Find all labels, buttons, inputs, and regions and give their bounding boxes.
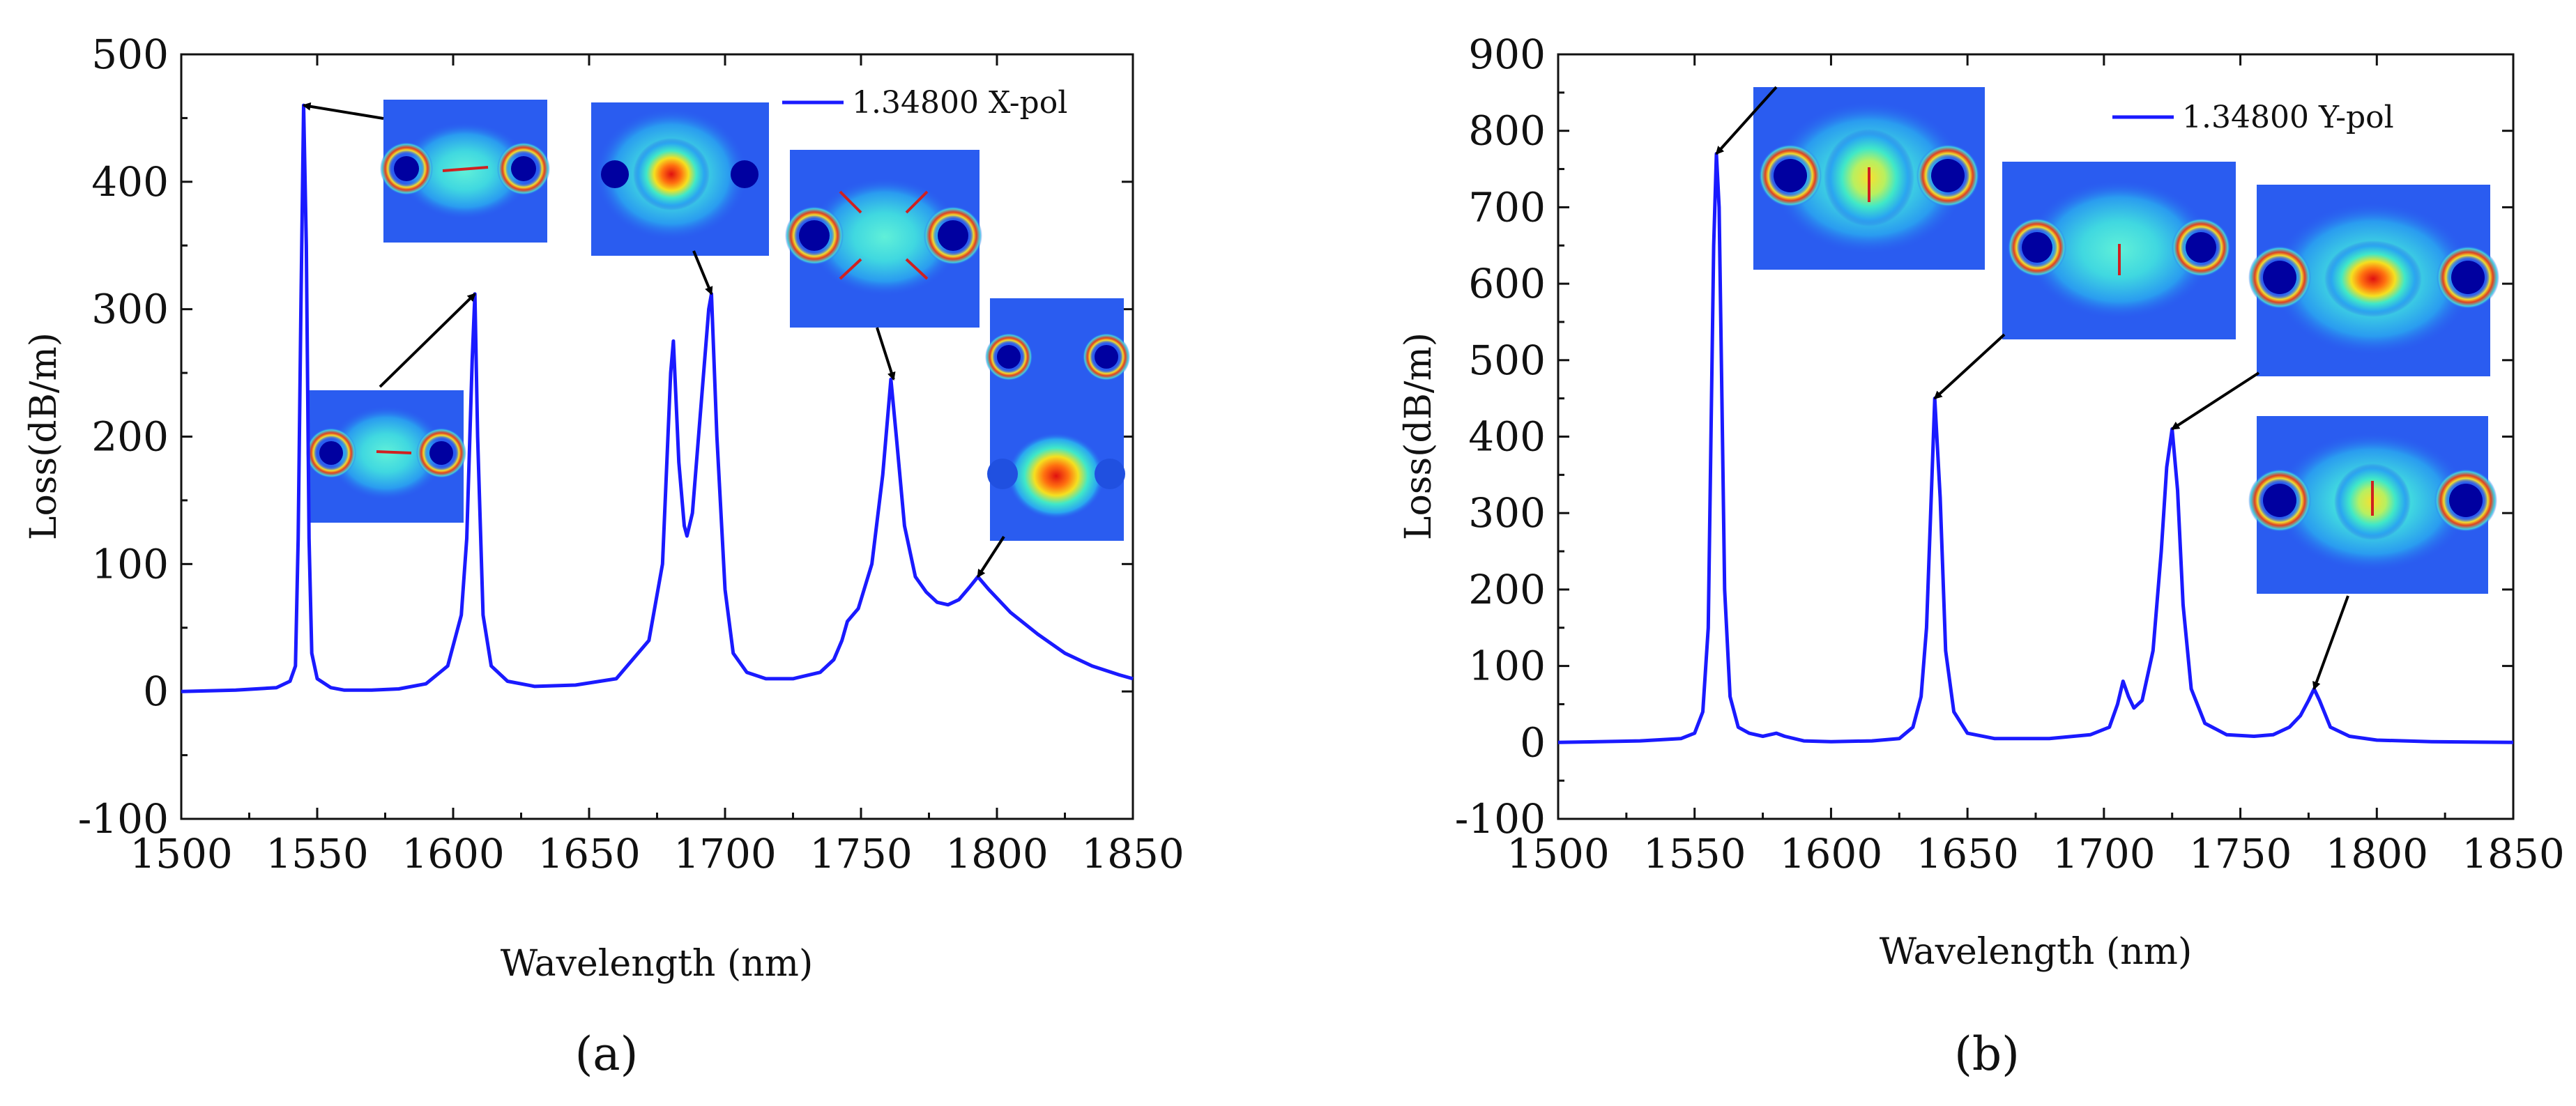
mode-field-inset xyxy=(985,298,1130,541)
y-tick-label: 100 xyxy=(91,540,169,587)
axes: 1500 1550 1600 1650 1700 1750 1800 1850 -100 0 100… xyxy=(1455,31,2565,877)
panel-label: (a) xyxy=(575,1027,639,1081)
air-hole xyxy=(319,441,343,465)
mode-field-inset xyxy=(591,102,769,256)
x-tick-label: 1800 xyxy=(945,830,1049,877)
x-axis-title: Wavelength (nm) xyxy=(1880,931,2193,973)
annotation-arrow xyxy=(302,102,384,120)
annotation-arrow xyxy=(1933,333,2006,400)
annotation-arrow xyxy=(2171,371,2260,431)
y-axis-title: Loss(dB/m) xyxy=(23,332,65,540)
plot-data xyxy=(1557,86,2514,744)
x-tick-label: 1500 xyxy=(1507,830,1610,877)
air-hole xyxy=(2263,484,2296,517)
axes: 1500 1550 1600 1650 1700 1750 1800 1850 -100 0 100… xyxy=(78,31,1184,877)
x-tick-label: 1800 xyxy=(2325,830,2428,877)
y-tick-label: 400 xyxy=(91,158,169,206)
mode-field-inset xyxy=(380,100,550,243)
annotation-arrow xyxy=(977,535,1005,578)
mode-field-inset xyxy=(2248,416,2497,594)
x-tick-label: 1700 xyxy=(673,830,777,877)
air-hole xyxy=(731,160,759,188)
series-line xyxy=(1557,152,2514,744)
annotation-arrow xyxy=(1715,86,1778,155)
mode-field-insets xyxy=(306,100,1130,541)
y-tick-label: 500 xyxy=(1468,337,1546,384)
y-tick-label: -100 xyxy=(1455,795,1546,843)
y-tick-label: 900 xyxy=(1468,31,1546,78)
mode-field-inset xyxy=(1753,87,1985,270)
air-hole xyxy=(511,156,536,181)
air-hole xyxy=(429,441,453,465)
plot-data xyxy=(181,102,1134,693)
x-tick-label: 1550 xyxy=(1643,830,1746,877)
air-hole xyxy=(601,160,629,188)
panel-label: (b) xyxy=(1954,1027,2020,1081)
air-hole xyxy=(394,156,419,181)
air-hole xyxy=(2449,484,2483,517)
mode-field-insets xyxy=(1753,87,2499,594)
y-tick-label: 300 xyxy=(91,286,169,333)
y-tick-label: 200 xyxy=(1468,566,1546,613)
y-tick-label: 100 xyxy=(1468,643,1546,690)
x-tick-label: 1600 xyxy=(402,830,505,877)
annotation-arrow xyxy=(692,250,713,295)
panel-b: 1500 1550 1600 1650 1700 1750 1800 1850 -100 0 100… xyxy=(1398,31,2565,1081)
x-tick-label: 1500 xyxy=(130,830,233,877)
air-hole xyxy=(1774,159,1807,192)
x-tick-label: 1850 xyxy=(1081,830,1184,877)
y-axis-title: Loss(dB/m) xyxy=(1398,332,1440,540)
air-hole xyxy=(2263,261,2296,294)
mode-field-inset xyxy=(785,150,982,328)
legend-label: 1.34800 Y-pol xyxy=(2182,100,2394,135)
annotation-arrow xyxy=(876,327,896,381)
y-tick-label: 800 xyxy=(1468,107,1546,155)
x-tick-label: 1700 xyxy=(2052,830,2156,877)
air-hole xyxy=(2186,232,2216,263)
air-hole xyxy=(2451,261,2485,294)
mode-field-inset xyxy=(2248,185,2499,376)
x-tick-label: 1750 xyxy=(809,830,913,877)
y-tick-label: 600 xyxy=(1468,260,1546,307)
x-tick-label: 1750 xyxy=(2189,830,2292,877)
legend-label: 1.34800 X-pol xyxy=(852,85,1067,121)
air-hole xyxy=(2022,232,2052,263)
air-hole xyxy=(1095,345,1118,369)
y-tick-label: 200 xyxy=(91,413,169,461)
air-hole xyxy=(1931,159,1965,192)
legend: 1.34800 X-pol xyxy=(782,85,1067,121)
y-tick-label: 400 xyxy=(1468,413,1546,461)
mode-field-inset xyxy=(306,390,466,523)
air-hole xyxy=(799,220,830,251)
annotation-arrow xyxy=(2312,595,2349,691)
series-line xyxy=(181,103,1134,693)
x-tick-label: 1600 xyxy=(1780,830,1883,877)
y-tick-label: 0 xyxy=(1520,719,1546,766)
x-tick-label: 1850 xyxy=(2462,830,2565,877)
y-tick-label: 0 xyxy=(143,668,169,715)
x-tick-label: 1550 xyxy=(266,830,369,877)
air-hole xyxy=(938,220,968,251)
x-tick-label: 1650 xyxy=(538,830,641,877)
y-tick-label: -100 xyxy=(78,795,169,843)
mode-field-inset xyxy=(2002,162,2236,339)
y-tick-label: 700 xyxy=(1468,183,1546,231)
legend: 1.34800 Y-pol xyxy=(2112,100,2394,135)
air-hole xyxy=(997,345,1021,369)
panel-a: 1500 1550 1600 1650 1700 1750 1800 1850 -100 0 100… xyxy=(23,31,1184,1081)
x-tick-label: 1650 xyxy=(1916,830,2019,877)
y-tick-label: 300 xyxy=(1468,489,1546,537)
annotation-arrow xyxy=(379,293,476,388)
x-axis-title: Wavelength (nm) xyxy=(501,943,814,985)
y-tick-label: 500 xyxy=(91,31,169,78)
